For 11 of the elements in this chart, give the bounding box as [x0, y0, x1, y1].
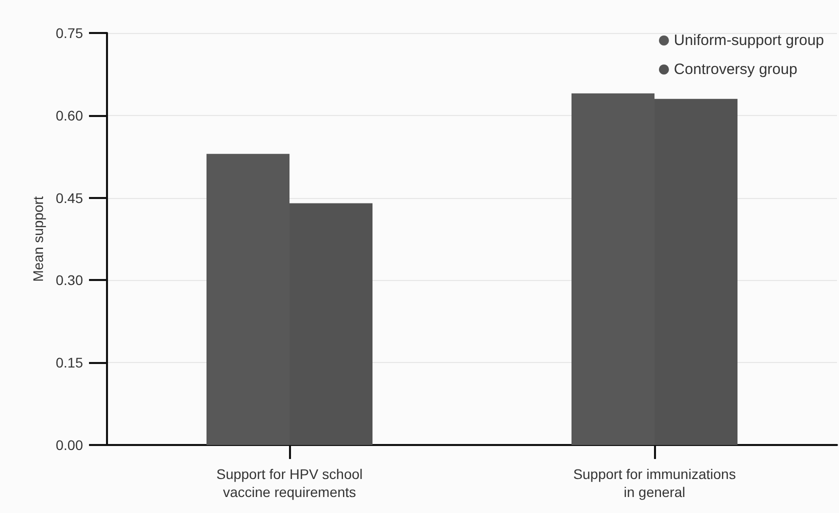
y-tick-label: 0.75: [56, 25, 84, 41]
y-tick-label: 0.60: [56, 107, 84, 124]
y-tick-label: 0.00: [56, 437, 84, 453]
x-tick-label: Support for HPV school vaccine requirements: [216, 466, 363, 500]
y-tick-label: 0.30: [56, 272, 84, 288]
y-tick-label: 0.45: [56, 190, 84, 206]
legend-label: Controversy group: [674, 61, 798, 78]
y-axis-title: Mean support: [30, 196, 46, 282]
legend-label: Uniform-support group: [674, 32, 824, 49]
y-tick-label: 0.15: [56, 354, 84, 371]
x-tick-label: Support for immunizations in general: [573, 466, 736, 500]
